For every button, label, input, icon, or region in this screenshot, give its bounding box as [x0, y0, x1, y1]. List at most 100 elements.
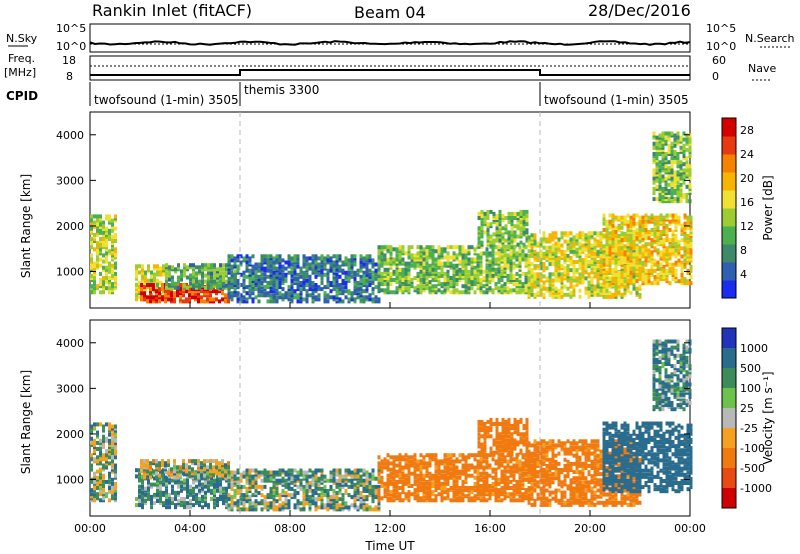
- power-cell: [233, 264, 237, 269]
- power-cell: [353, 289, 357, 294]
- power-cell: [93, 267, 96, 272]
- vel-cell: [254, 472, 258, 477]
- power-cell: [428, 247, 432, 252]
- power-cell: [602, 234, 606, 238]
- power-cell: [108, 232, 111, 237]
- power-cell: [236, 268, 240, 273]
- power-cell: [507, 211, 511, 216]
- power-cell: [659, 236, 663, 241]
- power-cell: [650, 227, 654, 232]
- power-cell: [180, 277, 183, 282]
- power-cell: [518, 273, 522, 278]
- power-cell: [596, 288, 600, 293]
- power-cell: [689, 264, 693, 269]
- power-cell: [542, 237, 546, 242]
- power-cell: [635, 246, 639, 251]
- power-cell: [96, 241, 99, 246]
- power-cell: [611, 217, 615, 222]
- vel-cell: [173, 459, 176, 464]
- power-cell: [491, 253, 495, 258]
- power-cell: [269, 293, 273, 298]
- power-cell: [99, 241, 102, 246]
- vel-cell: [179, 473, 182, 478]
- power-cell: [105, 228, 108, 233]
- vel-cell: [99, 471, 102, 476]
- power-cell: [314, 295, 318, 300]
- power-cell: [446, 263, 450, 268]
- vel-cell: [254, 468, 258, 473]
- vel-cell: [186, 494, 189, 499]
- power-cell: [230, 276, 234, 281]
- power-cell: [632, 245, 636, 250]
- power-cell: [682, 137, 686, 142]
- power-cell: [521, 284, 525, 289]
- power-cell: [593, 292, 597, 297]
- power-cell: [682, 131, 686, 136]
- power-cell: [584, 270, 588, 275]
- power-cell: [257, 268, 261, 273]
- power-cell: [617, 252, 621, 257]
- power-cell: [563, 231, 567, 236]
- power-cell: [673, 199, 677, 204]
- power-cell: [611, 294, 615, 299]
- power-cell: [338, 287, 342, 292]
- power-cell: [501, 238, 505, 243]
- power-cell: [377, 255, 381, 260]
- power-cell: [491, 257, 495, 262]
- power-cell: [419, 273, 423, 278]
- power-cell: [626, 245, 630, 250]
- power-cell: [557, 278, 561, 283]
- vel-cell: [93, 459, 96, 464]
- vel-cell: [102, 479, 105, 484]
- power-cell: [498, 220, 502, 225]
- power-cell: [599, 274, 603, 279]
- power-cell: [213, 281, 216, 286]
- power-cell: [497, 263, 501, 268]
- power-cell: [662, 264, 666, 269]
- power-cell: [477, 242, 481, 247]
- vel-cell: [248, 478, 252, 483]
- power-cell: [644, 252, 648, 257]
- vel-cell: [225, 494, 228, 499]
- vel-cell: [195, 478, 198, 483]
- power-cell: [494, 286, 498, 291]
- vel-cell: [254, 493, 258, 498]
- power-cell: [225, 271, 228, 276]
- power-cell: [548, 253, 552, 258]
- power-cell: [670, 176, 674, 181]
- power-cell: [638, 223, 642, 228]
- vel-cell: [227, 470, 231, 475]
- power-cell: [587, 249, 591, 254]
- vel-cell: [207, 505, 210, 510]
- power-cell: [623, 266, 627, 271]
- power-cell: [611, 268, 615, 273]
- power-cell: [584, 235, 588, 240]
- vel-cell: [114, 424, 117, 429]
- vel-cell: [302, 497, 306, 502]
- power-cell: [670, 195, 674, 200]
- power-cell: [656, 264, 660, 269]
- vel-cell: [183, 497, 186, 501]
- power-cell: [673, 160, 677, 165]
- power-cell: [90, 284, 93, 289]
- power-cell: [629, 262, 633, 267]
- vel-cell: [183, 482, 186, 487]
- power-cell: [182, 299, 185, 304]
- vel-cell: [138, 501, 141, 506]
- power-cell: [530, 235, 534, 240]
- power-cell: [667, 137, 671, 142]
- power-cell: [530, 292, 534, 297]
- vel-cell: [149, 469, 152, 474]
- vel-cell: [245, 507, 249, 512]
- power-cell: [341, 299, 345, 304]
- power-cell: [233, 289, 237, 294]
- vel-cell: [227, 465, 230, 470]
- power-cell: [386, 247, 390, 252]
- power-cell: [605, 279, 609, 284]
- power-cell: [431, 267, 435, 272]
- power-cell: [533, 280, 537, 285]
- power-cell: [686, 256, 690, 261]
- power-cell: [587, 245, 591, 250]
- vel-cell: [221, 473, 224, 478]
- vel-cell: [99, 498, 102, 503]
